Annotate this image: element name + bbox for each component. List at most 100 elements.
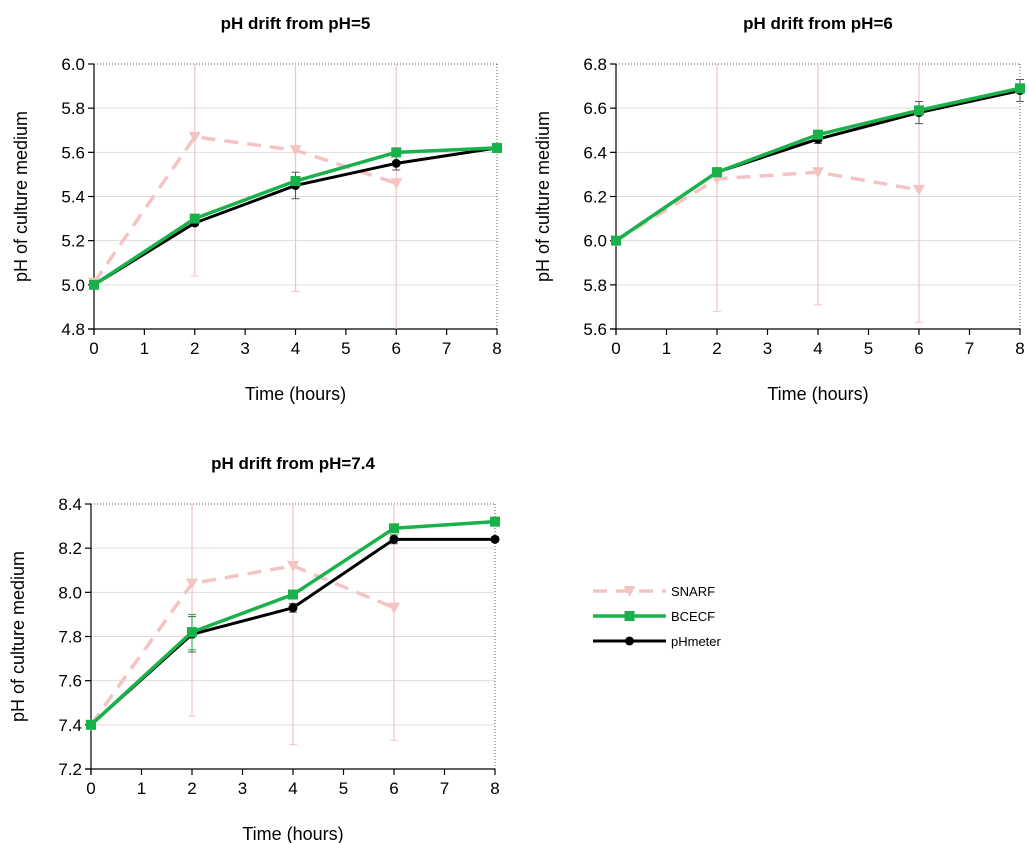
x-tick-label: 7	[442, 339, 451, 358]
chart-panel-3: 7.2 7.4 7.6 7.8 8.0 8.2 8.4 0 1 2 3 4 5 6 7 8 pH drift f…	[8, 454, 500, 843]
data-point	[490, 534, 500, 544]
series-snarf	[610, 64, 925, 323]
y-tick-label: 6.2	[583, 188, 607, 207]
data-point	[189, 213, 200, 224]
data-point	[812, 167, 824, 179]
y-tick-label: 8.0	[58, 583, 82, 602]
x-tick-label: 8	[490, 779, 499, 798]
x-tick-label: 2	[190, 339, 199, 358]
y-tick-label: 5.2	[61, 232, 85, 251]
data-point	[611, 235, 621, 246]
x-tick-label: 0	[611, 339, 620, 358]
y-tick-label: 7.6	[58, 672, 82, 691]
series-bcecf	[89, 142, 502, 290]
chart-panel-1: 4.8 5.0 5.2 5.4 5.6 5.8 6.0 0 1 2 3 4 5 6 7 8 pH drift f…	[11, 14, 502, 404]
y-tick-label: 6.0	[583, 232, 607, 251]
legend-entry-snarf: SNARF	[593, 584, 715, 599]
data-point	[390, 178, 403, 190]
x-tick-label: 2	[187, 779, 196, 798]
data-point	[288, 603, 298, 613]
legend: SNARF BCECF pHmeter	[593, 584, 722, 649]
series-line	[615, 170, 920, 243]
x-axis-label: Time (hours)	[245, 384, 346, 404]
x-tick-label: 6	[914, 339, 923, 358]
x-tick-label: 8	[492, 339, 501, 358]
data-point	[388, 602, 400, 614]
y-tick-label: 8.4	[58, 495, 82, 514]
x-tick-label: 4	[288, 779, 297, 798]
y-tick-label: 6.6	[583, 99, 607, 118]
x-tick-label: 1	[662, 339, 671, 358]
x-tick-label: 4	[813, 339, 822, 358]
y-tick-label: 5.0	[61, 276, 85, 295]
legend-marker	[625, 636, 634, 646]
y-axis-label: pH of culture medium	[11, 111, 31, 282]
series-line	[89, 564, 395, 726]
legend-entry-bcecf: BCECF	[593, 609, 715, 624]
y-tick-label: 8.2	[58, 539, 82, 558]
data-point	[389, 534, 399, 544]
y-tick-label: 5.8	[61, 99, 85, 118]
chart-title: pH drift from pH=7.4	[211, 454, 375, 473]
y-tick-label: 4.8	[61, 320, 85, 339]
x-tick-label: 6	[389, 779, 398, 798]
x-tick-label: 5	[864, 339, 873, 358]
x-tick-label: 0	[86, 779, 95, 798]
x-tick-label: 7	[965, 339, 974, 358]
data-point	[86, 719, 96, 730]
legend-label: SNARF	[671, 584, 715, 599]
x-tick-label: 1	[137, 779, 146, 798]
series-bcecf	[86, 516, 500, 730]
data-point	[389, 523, 399, 534]
y-tick-label: 7.4	[58, 716, 82, 735]
y-tick-label: 5.8	[583, 276, 607, 295]
y-tick-label: 7.2	[58, 760, 82, 779]
series-line	[92, 135, 397, 284]
y-tick-label: 6.8	[583, 55, 607, 74]
x-tick-label: 3	[240, 339, 249, 358]
series-snarf	[85, 504, 400, 746]
x-tick-label: 1	[140, 339, 149, 358]
legend-label: pHmeter	[671, 634, 722, 649]
chart-title: pH drift from pH=6	[743, 14, 893, 33]
y-tick-label: 5.6	[61, 143, 85, 162]
data-point	[913, 184, 925, 196]
data-point	[490, 516, 500, 527]
y-axis-label: pH of culture medium	[8, 551, 28, 722]
x-tick-label: 6	[392, 339, 401, 358]
legend-marker	[623, 586, 636, 597]
y-axis-label: pH of culture medium	[533, 111, 553, 282]
chart-panel-2: 5.6 5.8 6.0 6.2 6.4 6.6 6.8 0 1 2 3 4 5 6 7 8 pH drift f…	[533, 14, 1025, 404]
y-tick-label: 7.8	[58, 628, 82, 647]
x-tick-label: 5	[341, 339, 350, 358]
data-point	[391, 158, 401, 168]
legend-entry-phmeter: pHmeter	[593, 634, 722, 649]
y-tick-label: 6.0	[61, 55, 85, 74]
data-point	[813, 129, 823, 140]
data-point	[89, 279, 99, 290]
x-tick-label: 5	[339, 779, 348, 798]
data-point	[287, 560, 299, 572]
data-point	[290, 176, 301, 187]
legend-marker	[624, 611, 635, 621]
x-tick-label: 2	[712, 339, 721, 358]
data-point	[1015, 83, 1025, 94]
legend-label: BCECF	[671, 609, 715, 624]
y-tick-label: 5.4	[61, 188, 85, 207]
data-point	[391, 147, 402, 158]
data-point	[289, 145, 302, 157]
x-tick-label: 3	[238, 779, 247, 798]
x-axis-label: Time (hours)	[242, 824, 343, 843]
data-point	[914, 105, 924, 116]
data-point	[187, 627, 197, 638]
data-point	[712, 167, 722, 178]
x-tick-label: 4	[291, 339, 300, 358]
data-point	[492, 142, 502, 153]
x-tick-label: 0	[89, 339, 98, 358]
x-axis-label: Time (hours)	[767, 384, 868, 404]
chart-title: pH drift from pH=5	[221, 14, 371, 33]
data-point	[288, 589, 298, 600]
x-tick-label: 8	[1015, 339, 1024, 358]
data-point	[188, 131, 201, 143]
